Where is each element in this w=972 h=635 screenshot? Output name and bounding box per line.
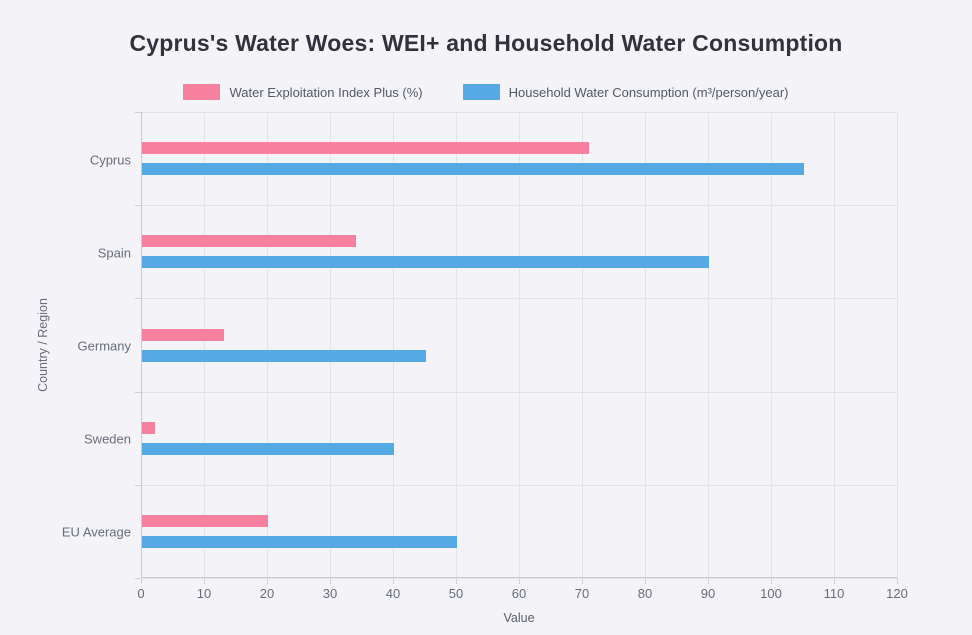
x-tick-mark [771,578,772,584]
x-gridline [645,112,646,578]
x-tick-label: 40 [385,586,401,601]
y-tick-mark [135,578,141,579]
y-tick-mark [135,391,141,393]
x-gridline [456,112,457,578]
x-tick-mark [582,578,583,584]
x-tick-mark [834,578,835,584]
bar-eu-average-series-1[interactable] [142,535,457,548]
bar-spain-series-1[interactable] [142,256,709,269]
y-category-label: Cyprus [89,152,131,168]
y-tick-mark [135,112,141,113]
x-tick-mark [456,578,457,584]
y-gridline [141,205,897,207]
x-gridline [582,112,583,578]
chart-legend: Water Exploitation Index Plus (%) Househo… [0,84,972,100]
y-gridline [141,484,897,486]
y-tick-mark [135,205,141,207]
x-tick-mark [141,578,142,584]
x-tick-mark [204,578,205,584]
x-tick-mark [897,578,898,584]
x-tick-mark [519,578,520,584]
x-gridline [519,112,520,578]
x-tick-label: 80 [637,586,653,601]
x-tick-mark [267,578,268,584]
x-tick-label: 30 [322,586,338,601]
bar-eu-average-series-0[interactable] [142,514,268,527]
y-gridline [141,391,897,393]
y-gridline [141,578,897,579]
x-tick-mark [708,578,709,584]
x-gridline [708,112,709,578]
legend-label: Water Exploitation Index Plus (%) [229,84,423,100]
legend-item-series-1[interactable]: Household Water Consumption (m³/person/y… [462,84,789,100]
y-category-label: Sweden [84,431,131,447]
legend-item-series-0[interactable]: Water Exploitation Index Plus (%) [183,84,423,100]
bar-germany-series-1[interactable] [142,349,426,362]
y-gridline [141,298,897,300]
legend-label: Household Water Consumption (m³/person/y… [508,84,789,100]
y-category-label: EU Average [61,524,131,540]
y-category-label: Germany [77,338,131,354]
x-tick-label: 60 [511,586,527,601]
x-tick-label: 0 [137,586,145,601]
x-gridline [834,112,835,578]
bar-sweden-series-0[interactable] [142,421,155,434]
x-tick-label: 90 [700,586,716,601]
y-tick-mark [135,298,141,300]
x-tick-label: 10 [196,586,212,601]
bar-cyprus-series-1[interactable] [142,163,804,176]
x-tick-label: 110 [823,586,845,601]
y-gridline [141,112,897,113]
x-tick-label: 100 [760,586,782,601]
y-tick-mark [135,484,141,486]
x-gridline [204,112,205,578]
y-axis-title: Country / Region [36,298,50,392]
legend-swatch-icon [183,84,221,100]
x-tick-label: 20 [259,586,275,601]
x-tick-label: 50 [448,586,464,601]
x-tick-mark [645,578,646,584]
plot-area [135,112,898,584]
x-tick-mark [393,578,394,584]
bar-sweden-series-1[interactable] [142,442,394,455]
y-axis-line [141,112,142,578]
x-axis-line [141,577,897,578]
x-gridline [393,112,394,578]
y-category-label: Spain [97,245,131,261]
x-tick-label: 70 [574,586,590,601]
x-axis-title: Value [503,611,535,625]
x-tick-mark [330,578,331,584]
x-gridline [330,112,331,578]
x-gridline [897,112,898,578]
x-gridline [267,112,268,578]
chart-title: Cyprus's Water Woes: WEI+ and Household … [129,30,843,56]
x-tick-label: 120 [886,586,908,601]
bar-spain-series-0[interactable] [142,235,357,248]
x-gridline [771,112,772,578]
bar-cyprus-series-0[interactable] [142,142,590,155]
bar-germany-series-0[interactable] [142,328,224,341]
legend-swatch-icon [462,84,500,100]
